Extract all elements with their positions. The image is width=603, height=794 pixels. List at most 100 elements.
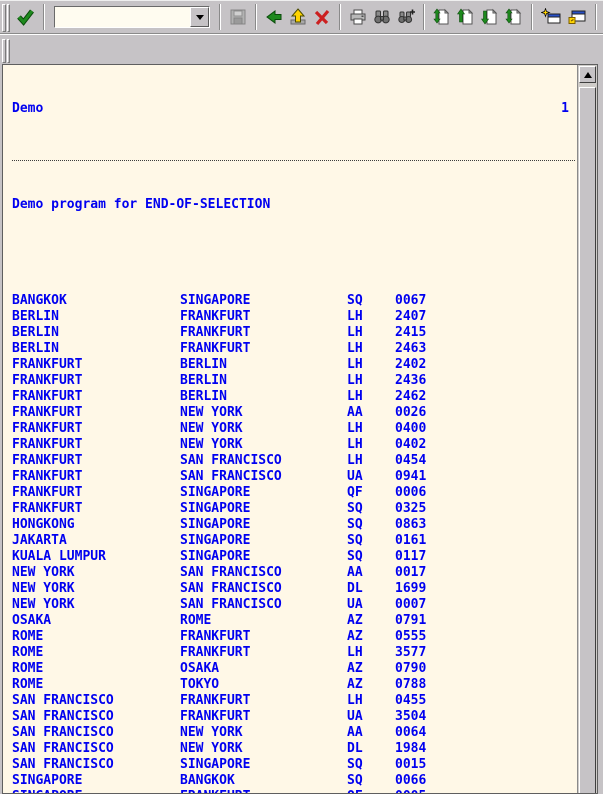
print-button[interactable] <box>348 5 368 29</box>
flight-list: BANGKOK SINGAPORE SQ 0067 BERLIN FRANKFURT LH 2… <box>12 293 577 793</box>
cell-flight-number: 2463 <box>395 341 427 356</box>
new-session-button[interactable] <box>540 5 562 29</box>
table-row[interactable]: BERLIN FRANKFURT LH 2463 <box>12 341 577 357</box>
table-row[interactable]: ROME TOKYO AZ 0788 <box>12 677 577 693</box>
table-row[interactable]: FRANKFURT NEW YORK AA 0026 <box>12 405 577 421</box>
table-row[interactable]: FRANKFURT SAN FRANCISCO LH 0454 <box>12 453 577 469</box>
cell-flight-number: 1699 <box>395 581 427 596</box>
previous-page-button[interactable] <box>456 5 476 29</box>
cell-departure-city: ROME <box>12 645 44 660</box>
cell-departure-city: OSAKA <box>12 613 52 628</box>
header-separator-line <box>12 149 575 161</box>
cell-arrival-city: ROME <box>180 613 212 628</box>
cell-carrier: LH <box>347 693 363 708</box>
table-row[interactable]: SAN FRANCISCO NEW YORK AA 0064 <box>12 725 577 741</box>
table-row[interactable]: SAN FRANCISCO NEW YORK DL 1984 <box>12 741 577 757</box>
toolbar-gripper[interactable] <box>2 4 10 32</box>
table-row[interactable]: FRANKFURT NEW YORK LH 0400 <box>12 421 577 437</box>
command-input[interactable] <box>55 7 190 27</box>
table-row[interactable]: BERLIN FRANKFURT LH 2415 <box>12 325 577 341</box>
toolbar-gripper[interactable] <box>2 38 10 63</box>
exit-button[interactable] <box>288 5 308 29</box>
last-page-button[interactable] <box>504 5 524 29</box>
cell-arrival-city: BERLIN <box>180 373 227 388</box>
table-row[interactable]: FRANKFURT BERLIN LH 2402 <box>12 357 577 373</box>
table-row[interactable]: BERLIN FRANKFURT LH 2407 <box>12 309 577 325</box>
table-row[interactable]: FRANKFURT SINGAPORE SQ 0325 <box>12 501 577 517</box>
find-next-button[interactable] <box>396 5 416 29</box>
cell-arrival-city: NEW YORK <box>180 437 243 452</box>
table-row[interactable]: SAN FRANCISCO SINGAPORE SQ 0015 <box>12 757 577 773</box>
next-page-button[interactable] <box>480 5 500 29</box>
scrollbar-thumb[interactable] <box>579 87 596 793</box>
cell-flight-number: 3577 <box>395 645 427 660</box>
command-field[interactable] <box>54 6 210 28</box>
cell-carrier: SQ <box>347 293 363 308</box>
cell-flight-number: 0555 <box>395 629 427 644</box>
table-row[interactable]: NEW YORK SAN FRANCISCO AA 0017 <box>12 565 577 581</box>
cell-arrival-city: FRANKFURT <box>180 645 251 660</box>
cell-arrival-city: FRANKFURT <box>180 693 251 708</box>
scroll-up-button[interactable] <box>579 66 596 83</box>
cell-flight-number: 0006 <box>395 485 427 500</box>
cell-carrier: UA <box>347 709 363 724</box>
table-row[interactable]: ROME FRANKFURT LH 3577 <box>12 645 577 661</box>
cell-flight-number: 2436 <box>395 373 427 388</box>
cell-flight-number: 0015 <box>395 757 427 772</box>
table-row[interactable]: KUALA LUMPUR SINGAPORE SQ 0117 <box>12 549 577 565</box>
green-checkmark-icon <box>16 8 35 26</box>
cell-arrival-city: OSAKA <box>180 661 220 676</box>
cell-arrival-city: SINGAPORE <box>180 533 251 548</box>
list-container: Demo 1 Demo program for END-OF-SELECTION… <box>2 64 598 794</box>
find-button[interactable] <box>372 5 392 29</box>
cell-departure-city: FRANKFURT <box>12 453 83 468</box>
table-row[interactable]: NEW YORK SAN FRANCISCO DL 1699 <box>12 581 577 597</box>
first-page-button[interactable] <box>432 5 452 29</box>
cell-arrival-city: SAN FRANCISCO <box>180 469 282 484</box>
cell-flight-number: 0067 <box>395 293 427 308</box>
table-row[interactable]: FRANKFURT SAN FRANCISCO UA 0941 <box>12 469 577 485</box>
cell-arrival-city: NEW YORK <box>180 725 243 740</box>
table-row[interactable]: OSAKA ROME AZ 0791 <box>12 613 577 629</box>
table-row[interactable]: SAN FRANCISCO FRANKFURT LH 0455 <box>12 693 577 709</box>
cell-departure-city: BERLIN <box>12 341 59 356</box>
cell-arrival-city: BERLIN <box>180 357 227 372</box>
cell-departure-city: ROME <box>12 661 44 676</box>
table-row[interactable]: JAKARTA SINGAPORE SQ 0161 <box>12 533 577 549</box>
window-shortcut-icon <box>567 8 587 26</box>
cell-flight-number: 3504 <box>395 709 427 724</box>
table-row[interactable]: FRANKFURT BERLIN LH 2462 <box>12 389 577 405</box>
table-row[interactable]: FRANKFURT BERLIN LH 2436 <box>12 373 577 389</box>
table-row[interactable]: BANGKOK SINGAPORE SQ 0067 <box>12 293 577 309</box>
table-row[interactable]: ROME OSAKA AZ 0790 <box>12 661 577 677</box>
table-row[interactable]: SAN FRANCISCO FRANKFURT UA 3504 <box>12 709 577 725</box>
cell-carrier: LH <box>347 373 363 388</box>
cancel-button[interactable] <box>312 5 332 29</box>
table-row[interactable]: HONGKONG SINGAPORE SQ 0863 <box>12 517 577 533</box>
cell-flight-number: 0402 <box>395 437 427 452</box>
page-number: 1 <box>561 101 569 116</box>
table-row[interactable]: ROME FRANKFURT AZ 0555 <box>12 629 577 645</box>
cell-arrival-city: SINGAPORE <box>180 501 251 516</box>
back-button[interactable] <box>264 5 284 29</box>
toolbar-separator <box>595 4 597 30</box>
create-shortcut-button[interactable] <box>566 5 588 29</box>
enter-button[interactable] <box>15 5 36 29</box>
command-dropdown-button[interactable] <box>190 7 209 27</box>
cell-flight-number: 0161 <box>395 533 427 548</box>
green-left-arrow-icon <box>265 8 283 26</box>
table-row[interactable]: NEW YORK SAN FRANCISCO UA 0007 <box>12 597 577 613</box>
cell-carrier: AA <box>347 405 363 420</box>
cell-departure-city: KUALA LUMPUR <box>12 549 106 564</box>
cell-departure-city: SAN FRANCISCO <box>12 757 114 772</box>
vertical-scrollbar[interactable] <box>577 65 597 793</box>
yellow-up-arrow-icon <box>289 8 307 26</box>
table-row[interactable]: SINGAPORE BANGKOK SQ 0066 <box>12 773 577 789</box>
cell-carrier: AZ <box>347 661 363 676</box>
table-row[interactable]: FRANKFURT SINGAPORE QF 0006 <box>12 485 577 501</box>
table-row[interactable]: SINGAPOREFRANKFURTQF0005 <box>12 789 577 793</box>
cell-arrival-city: BERLIN <box>180 389 227 404</box>
cell-departure-city: SINGAPORE <box>12 789 180 793</box>
save-button[interactable] <box>228 5 248 29</box>
table-row[interactable]: FRANKFURT NEW YORK LH 0402 <box>12 437 577 453</box>
